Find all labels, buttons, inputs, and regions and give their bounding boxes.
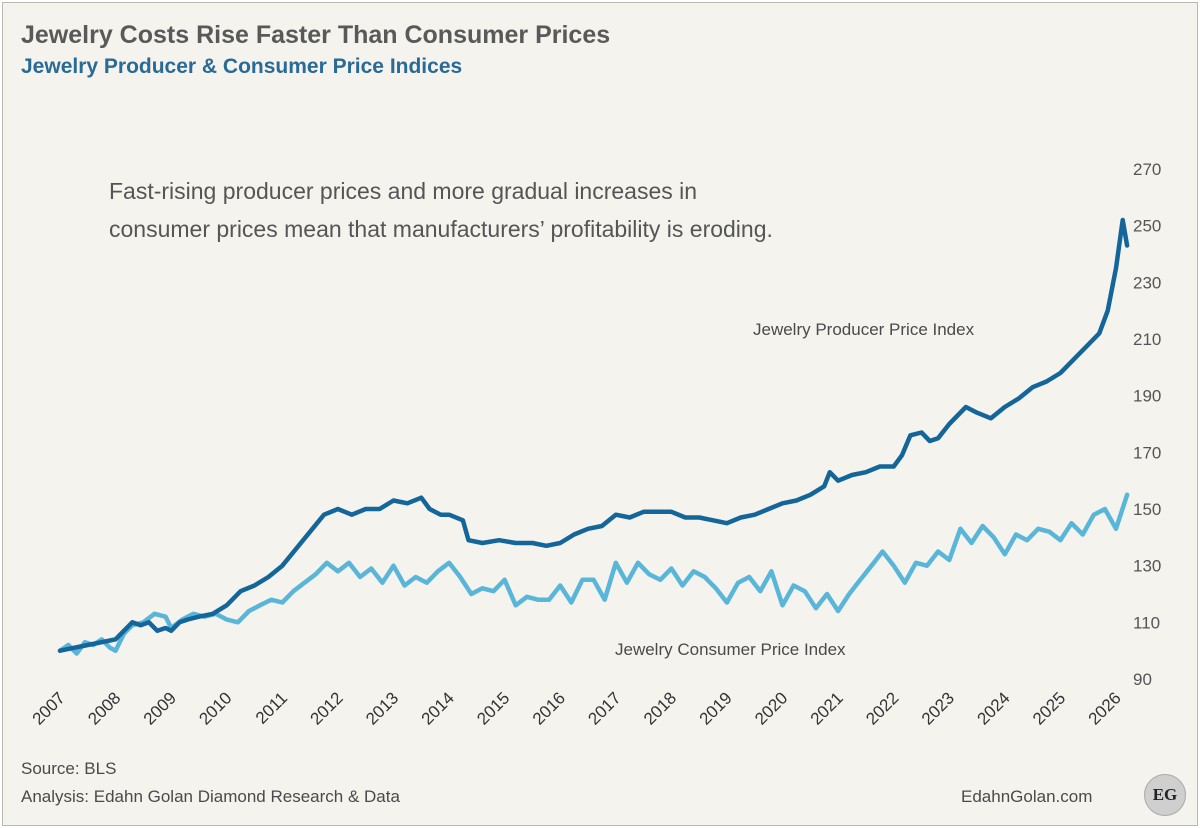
producer-series-label: Jewelry Producer Price Index (753, 320, 975, 339)
analysis-credit: Analysis: Edahn Golan Diamond Research &… (21, 787, 400, 806)
y-tick-label: 150 (1133, 500, 1161, 519)
x-tick-label: 2019 (696, 688, 736, 728)
y-tick-label: 210 (1133, 330, 1161, 349)
x-tick-label: 2011 (252, 688, 291, 727)
y-tick-label: 230 (1133, 273, 1161, 292)
annotation-line-2: consumer prices mean that manufacturers’… (109, 216, 773, 242)
x-tick-label: 2010 (195, 688, 235, 728)
producer-price-line (57, 217, 1130, 653)
chart-subtitle: Jewelry Producer & Consumer Price Indice… (21, 55, 463, 78)
x-tick-label: 2007 (29, 688, 69, 728)
website-link[interactable]: EdahnGolan.com (961, 787, 1093, 806)
eg-logo: EG (1144, 774, 1186, 816)
y-tick-label: 110 (1133, 613, 1160, 632)
x-tick-label: 2014 (418, 688, 458, 728)
x-tick-label: 2015 (473, 688, 513, 728)
x-tick-label: 2012 (307, 688, 347, 728)
annotation-line-1: Fast-rising producer prices and more gra… (109, 178, 697, 204)
x-tick-label: 2018 (640, 688, 680, 728)
source-note: Source: BLS (21, 759, 117, 778)
x-tick-label: 2021 (807, 688, 847, 728)
x-axis: 2007 2008 2009 2010 2011 2012 2013 2014 2015 2016… (29, 688, 1125, 728)
y-tick-label: 190 (1133, 387, 1161, 406)
x-tick-label: 2016 (529, 688, 569, 728)
y-tick-label: 90 (1133, 670, 1152, 689)
y-axis: 90 110 130 150 170 190 210 230 250 270 (1133, 160, 1161, 689)
y-tick-label: 170 (1133, 443, 1161, 462)
x-tick-label: 2026 (1085, 688, 1125, 728)
chart-canvas: Fast-rising producer prices and more gra… (29, 160, 1162, 729)
x-tick-label: 2013 (362, 688, 402, 728)
x-tick-label: 2017 (584, 688, 624, 728)
y-tick-label: 270 (1133, 160, 1161, 179)
x-tick-label: 2023 (918, 688, 958, 728)
x-tick-label: 2009 (140, 688, 180, 728)
x-tick-label: 2008 (84, 688, 124, 728)
x-tick-label: 2022 (862, 688, 902, 728)
x-tick-label: 2024 (973, 688, 1013, 728)
series-lines (57, 217, 1130, 656)
x-tick-label: 2020 (751, 688, 791, 728)
annotation: Fast-rising producer prices and more gra… (109, 178, 773, 242)
x-tick-label: 2025 (1029, 688, 1069, 728)
chart-title: Jewelry Costs Rise Faster Than Consumer … (21, 21, 611, 49)
y-tick-label: 250 (1133, 217, 1161, 236)
consumer-price-line (57, 492, 1130, 656)
consumer-series-label: Jewelry Consumer Price Index (615, 640, 846, 659)
y-tick-label: 130 (1133, 557, 1161, 576)
